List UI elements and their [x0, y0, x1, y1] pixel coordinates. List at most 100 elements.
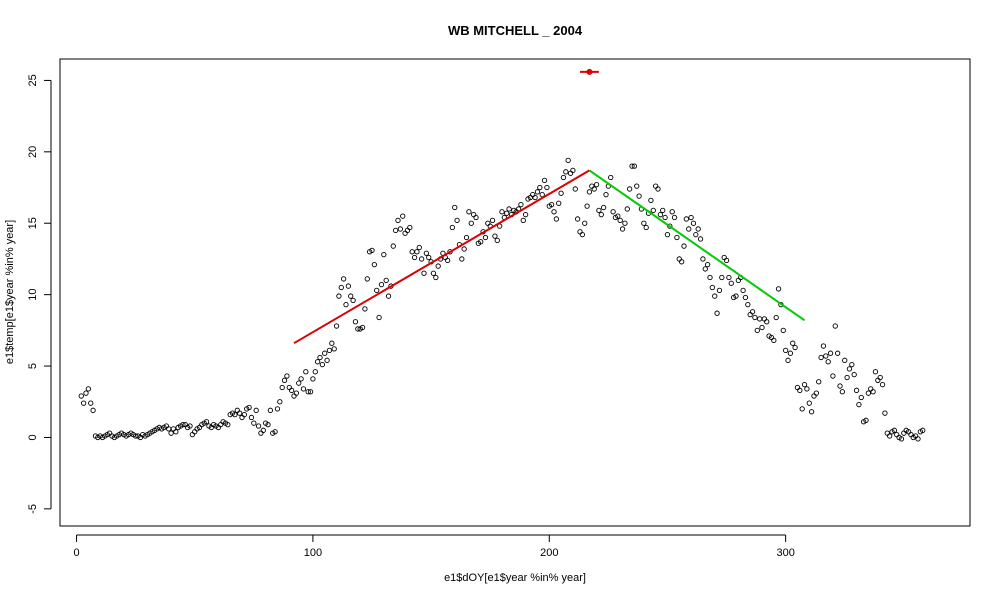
data-point [494, 237, 500, 244]
data-point [787, 350, 794, 356]
data-point [567, 170, 574, 176]
data-point [281, 377, 288, 383]
data-point [518, 202, 524, 208]
data-point [414, 249, 420, 255]
data-point [355, 326, 361, 332]
data-point [260, 427, 266, 433]
data-point [915, 436, 921, 442]
data-point [449, 224, 456, 231]
x-tick-label: 300 [776, 547, 794, 559]
data-point [225, 421, 231, 428]
data-point [898, 436, 905, 442]
data-point [600, 204, 607, 211]
data-point [797, 387, 803, 393]
data-point [823, 353, 829, 359]
data-point [85, 386, 92, 392]
data-point [811, 393, 817, 399]
data-point [749, 309, 756, 315]
data-point [879, 381, 886, 388]
data-point [773, 314, 779, 321]
data-point [683, 216, 690, 222]
data-point [657, 212, 664, 218]
data-point [832, 323, 838, 329]
data-point [853, 387, 860, 393]
y-tick-label: 15 [27, 217, 39, 229]
marker-point [586, 68, 593, 75]
data-point [482, 234, 489, 241]
data-point [371, 262, 378, 268]
data-point [631, 163, 638, 169]
data-point [504, 210, 510, 216]
data-point [754, 327, 760, 333]
data-point [799, 406, 805, 412]
data-point [310, 376, 316, 382]
data-point [669, 209, 675, 215]
data-point [714, 310, 720, 316]
y-tick-label: -5 [27, 504, 39, 514]
data-point [556, 200, 562, 206]
data-point [293, 390, 300, 396]
data-point [660, 207, 666, 214]
data-point [619, 226, 626, 232]
data-point [716, 287, 723, 294]
data-point [378, 281, 385, 288]
data-point [728, 280, 734, 286]
data-point [473, 214, 479, 221]
data-point [801, 381, 808, 388]
data-point [300, 386, 307, 392]
data-point [655, 186, 661, 192]
data-point [570, 167, 576, 174]
data-point [541, 177, 548, 184]
data-point [695, 226, 701, 232]
y-tick-label: 10 [27, 289, 39, 301]
data-point [615, 213, 621, 219]
data-point [381, 252, 387, 258]
data-point [721, 254, 727, 261]
data-point [759, 324, 765, 331]
data-point [132, 433, 139, 439]
data-point [180, 421, 186, 428]
data-point [522, 212, 529, 218]
data-point [78, 393, 84, 399]
data-point [603, 192, 609, 198]
data-point [782, 347, 789, 353]
data-point [742, 294, 749, 301]
falling-fit-line [588, 169, 806, 322]
data-point [248, 414, 255, 421]
data-point [88, 400, 94, 406]
data-point [537, 184, 543, 191]
data-point [577, 229, 583, 235]
data-point [279, 384, 285, 391]
data-point [286, 384, 292, 391]
data-point [374, 287, 380, 294]
data-point [648, 197, 654, 204]
data-point [168, 430, 174, 436]
data-point [794, 384, 801, 391]
data-point [636, 193, 642, 199]
data-point [395, 217, 401, 224]
data-point [872, 369, 879, 375]
data-point [560, 174, 567, 181]
data-point [362, 306, 368, 312]
data-point [875, 377, 881, 383]
data-point [333, 323, 340, 329]
data-point [461, 246, 467, 252]
data-point [322, 350, 328, 356]
data-point [756, 316, 763, 322]
data-point [426, 254, 432, 261]
data-point [771, 337, 777, 343]
data-point [596, 207, 602, 214]
data-point [712, 293, 718, 299]
data-point [534, 189, 541, 195]
data-point [697, 236, 704, 242]
data-point [506, 206, 512, 212]
data-point [882, 410, 888, 416]
data-point [532, 194, 538, 201]
data-point [404, 227, 411, 234]
data-point [553, 216, 560, 222]
data-point [236, 410, 243, 416]
data-point [251, 420, 257, 426]
data-point [830, 373, 836, 379]
data-point [709, 284, 716, 291]
data-point [418, 256, 425, 262]
